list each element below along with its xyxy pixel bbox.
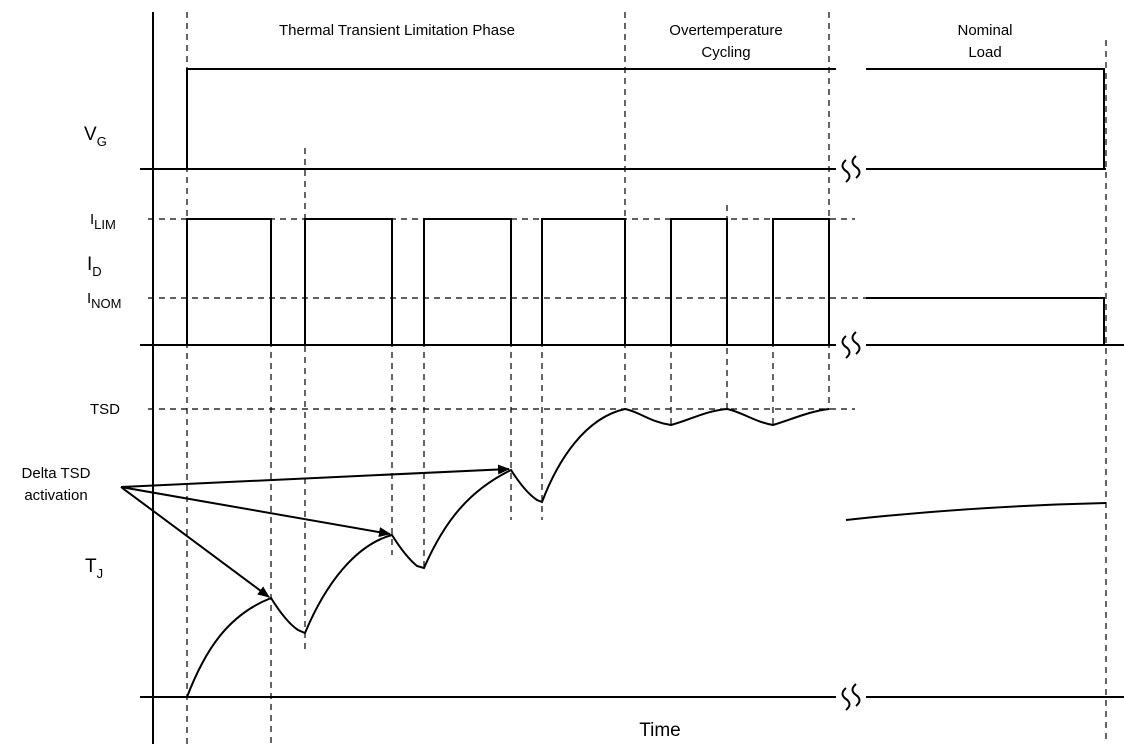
annotation-arrow-3 — [120, 464, 510, 488]
phase-label-nominal: Nominal — [957, 22, 1012, 39]
time-marker-lines — [186, 12, 1107, 744]
signal-label-id: ID — [87, 254, 102, 279]
vg-waveform-right — [866, 68, 1105, 169]
phase-label-overtemperature: Overtemperature — [669, 22, 782, 39]
axis-break-id — [841, 331, 861, 359]
id-waveform-nominal — [866, 297, 1105, 345]
annotation-arrow-1 — [120, 486, 270, 598]
axis-break-tj — [841, 683, 861, 711]
x-axis-label: Time — [639, 720, 681, 741]
level-label-tsd: TSD — [90, 401, 120, 418]
axis-break-vg — [841, 155, 861, 183]
vg-waveform-left — [186, 68, 836, 169]
phase-label-load: Load — [968, 44, 1001, 61]
phase-label-cycling: Cycling — [701, 44, 750, 61]
level-label-ilim: ILIM — [90, 211, 116, 232]
annotation-activation: activation — [24, 487, 87, 504]
phase-label-thermal-transient: Thermal Transient Limitation Phase — [279, 22, 515, 39]
tj-curve-nominal — [845, 502, 1107, 521]
signal-label-vg: VG — [84, 124, 107, 149]
annotation-arrow-2 — [120, 486, 391, 538]
id-waveform-pulses — [186, 218, 830, 346]
level-label-inom: INOM — [87, 290, 122, 311]
tj-curve — [186, 407, 830, 698]
annotation-delta-tsd: Delta TSD — [22, 465, 91, 482]
signal-label-tj: TJ — [85, 556, 103, 581]
